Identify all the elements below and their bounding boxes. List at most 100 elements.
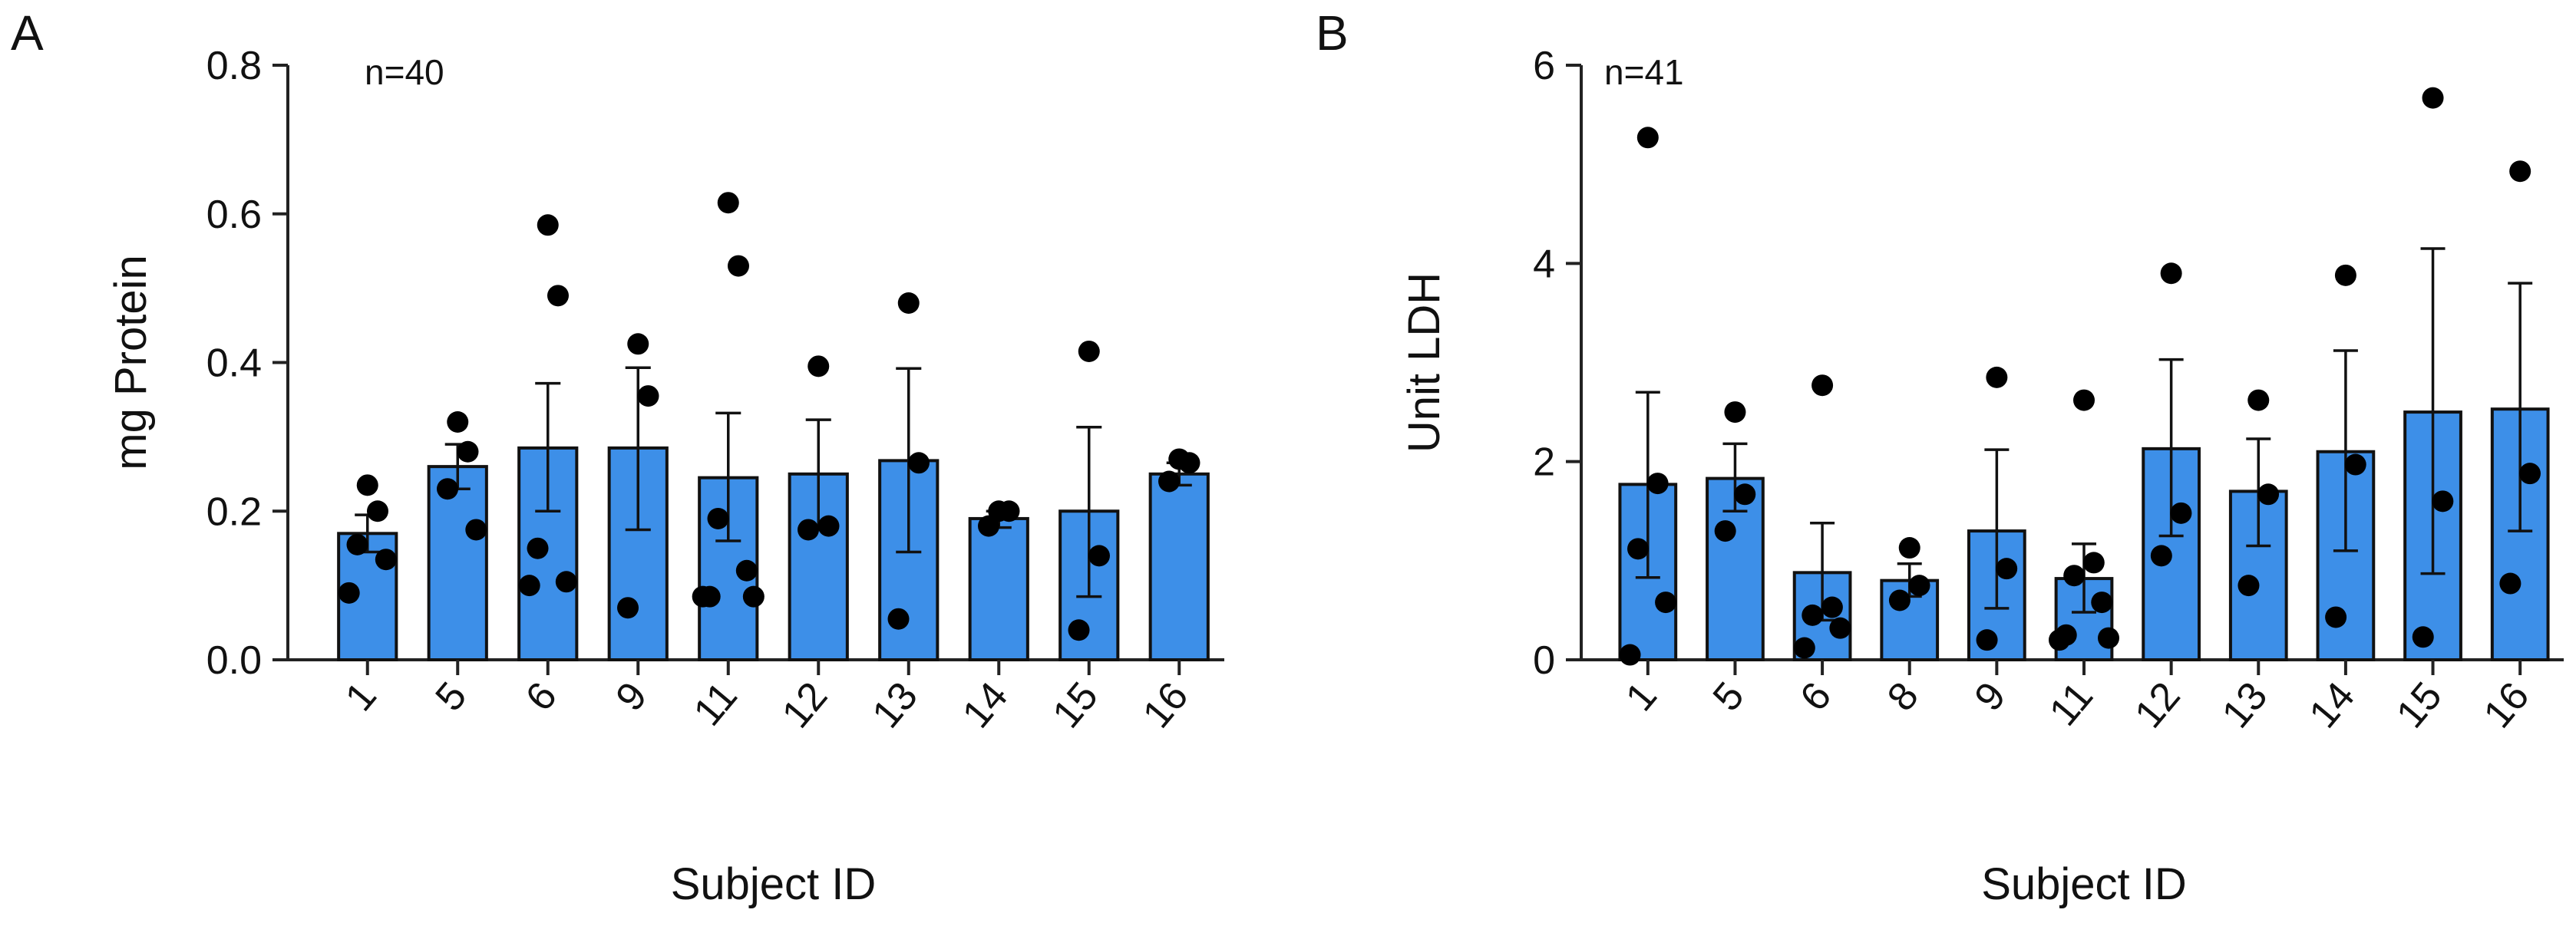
x-tick-label: 14 (954, 674, 1017, 737)
data-point (1734, 483, 1756, 506)
data-point (447, 411, 469, 433)
data-point (1714, 520, 1736, 542)
data-point (2170, 502, 2192, 524)
data-point (366, 500, 388, 522)
data-point (2509, 160, 2531, 183)
x-tick-label: 1 (1617, 674, 1666, 719)
data-point (518, 575, 540, 597)
data-point (798, 519, 820, 541)
data-point (2257, 483, 2280, 506)
data-point (807, 355, 830, 377)
data-point (1986, 366, 2008, 388)
bar-chart-protein: 0.0 0.2 0.4 0.6 0.8 mg Protein Subject ID n=40 1… (106, 44, 1224, 909)
data-point (1908, 575, 1930, 597)
data-point (817, 515, 840, 537)
data-point (1802, 604, 1824, 626)
x-tick-label: 12 (774, 674, 837, 737)
bar (1148, 472, 1210, 661)
data-point (617, 597, 639, 619)
data-point (2422, 87, 2444, 109)
data-point (2412, 626, 2434, 648)
y-tick-label: 0.8 (206, 44, 262, 88)
x-tick-label: 1 (337, 674, 385, 719)
data-point (1655, 592, 1677, 614)
x-tick-label: 9 (1967, 674, 2015, 719)
y-tick-label: 0.4 (206, 341, 262, 386)
x-axis-label: Subject ID (671, 859, 877, 909)
x-tick-label: 11 (685, 674, 746, 734)
data-point (346, 533, 368, 555)
data-point (1821, 596, 1843, 618)
panel-label: B (1316, 5, 1349, 61)
x-tick-label: 5 (427, 674, 475, 719)
data-point (717, 192, 739, 214)
data-point (465, 519, 487, 541)
data-point (457, 440, 479, 463)
y-tick-label: 0.6 (206, 193, 262, 237)
y-tick-label: 0 (1533, 638, 1555, 683)
x-tick-label: 13 (2214, 674, 2277, 737)
data-point (1627, 538, 1650, 560)
data-point (1898, 537, 1920, 559)
data-point (727, 255, 749, 277)
x-axis-label: Subject ID (1981, 859, 2187, 909)
bar (788, 472, 849, 661)
x-tick-label: 9 (607, 674, 656, 719)
x-tick-label: 14 (2300, 674, 2363, 737)
data-point (338, 582, 360, 604)
y-tick-label: 2 (1533, 440, 1555, 485)
data-point (1646, 473, 1669, 495)
data-point (2334, 264, 2356, 286)
data-point (1724, 401, 1746, 424)
data-point (555, 571, 577, 593)
x-tick-label: 16 (2475, 674, 2538, 737)
data-point (1996, 558, 2018, 580)
data-point (1811, 374, 1834, 397)
data-point (2098, 627, 2119, 649)
x-tick-label: 16 (1134, 674, 1197, 737)
data-point (1829, 617, 1851, 639)
data-point (2150, 545, 2172, 567)
y-tick-label: 4 (1533, 242, 1555, 286)
data-point (375, 549, 397, 571)
data-point (2499, 572, 2522, 595)
data-point (2063, 565, 2086, 587)
data-point (1619, 644, 1641, 666)
chart-panel-b: B 0 2 4 6 Unit LDH Subject ID n=41 1 5 6 8 9 11 12 13 1… (1297, 0, 2571, 936)
data-point (2325, 606, 2347, 628)
data-point (537, 214, 559, 236)
x-tick-label: 6 (1792, 674, 1840, 719)
data-point (1793, 637, 1815, 659)
x-tick-label: 15 (2388, 674, 2451, 737)
chart-panel-a: A 0.0 0.2 0.4 0.6 0.8 mg Protein Subject ID n=4… (0, 0, 1274, 936)
data-point (627, 333, 649, 355)
bar (427, 465, 488, 661)
data-point (707, 507, 729, 529)
data-point (887, 608, 910, 630)
y-tick-label: 0.0 (206, 638, 262, 683)
data-point (907, 452, 930, 474)
x-tick-label: 8 (1879, 674, 1927, 719)
data-point (1888, 589, 1911, 611)
x-tick-label: 13 (864, 674, 926, 737)
data-point (1178, 452, 1200, 474)
x-tick-label: 5 (1705, 674, 1753, 719)
data-point (2237, 575, 2260, 597)
data-point (2344, 453, 2366, 476)
y-tick-label: 6 (1533, 44, 1555, 88)
data-point (1636, 127, 1659, 149)
data-point (1088, 545, 1110, 567)
bar (968, 516, 1029, 661)
data-point (2091, 592, 2113, 614)
x-tick-label: 11 (2041, 674, 2102, 734)
data-point (356, 474, 378, 496)
y-tick-label: 0.2 (206, 489, 262, 534)
data-point (2518, 463, 2541, 485)
data-point (2432, 490, 2454, 512)
data-point (1068, 619, 1090, 641)
data-point (527, 537, 549, 559)
data-point (547, 285, 569, 307)
data-point (1078, 340, 1100, 362)
x-tick-label: 15 (1044, 674, 1107, 737)
